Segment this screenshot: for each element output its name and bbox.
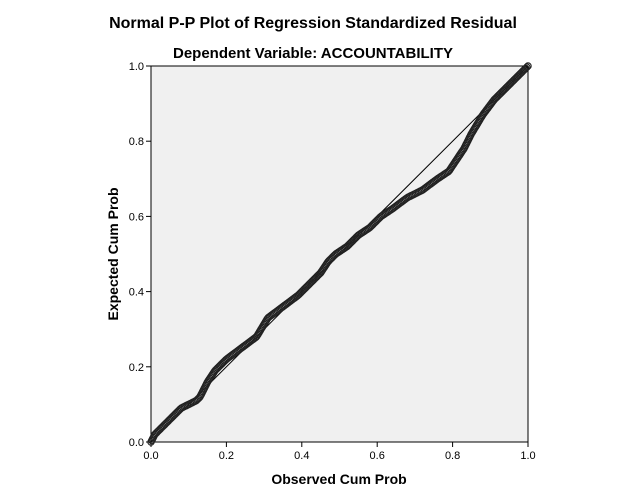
x-tick-label: 0.4 xyxy=(294,450,309,462)
y-tick-label: 0.0 xyxy=(129,437,144,449)
x-tick-label: 0.6 xyxy=(370,450,385,462)
y-axis: 0.0 0.2 0.4 0.6 0.8 1.0 xyxy=(129,61,151,449)
chart-subtitle: Dependent Variable: ACCOUNTABILITY xyxy=(173,45,453,62)
x-tick-label: 1.0 xyxy=(520,450,535,462)
y-tick-label: 1.0 xyxy=(129,61,144,73)
data-point xyxy=(524,62,532,70)
x-tick-label: 0.0 xyxy=(143,450,158,462)
chart-title: Normal P-P Plot of Regression Standardiz… xyxy=(109,15,517,32)
x-tick-label: 0.2 xyxy=(219,450,234,462)
x-axis-label: Observed Cum Prob xyxy=(271,471,406,487)
y-tick-label: 0.2 xyxy=(129,362,144,374)
x-tick-label: 0.8 xyxy=(445,450,460,462)
y-axis-label: Expected Cum Prob xyxy=(105,187,121,320)
y-tick-label: 0.4 xyxy=(129,287,144,299)
y-tick-label: 0.8 xyxy=(129,136,144,148)
data-points xyxy=(147,62,532,446)
data-point xyxy=(523,63,531,71)
y-tick-label: 0.6 xyxy=(129,211,144,223)
data-point xyxy=(521,64,530,73)
x-axis: 0.0 0.2 0.4 0.6 0.8 1.0 xyxy=(143,442,536,462)
